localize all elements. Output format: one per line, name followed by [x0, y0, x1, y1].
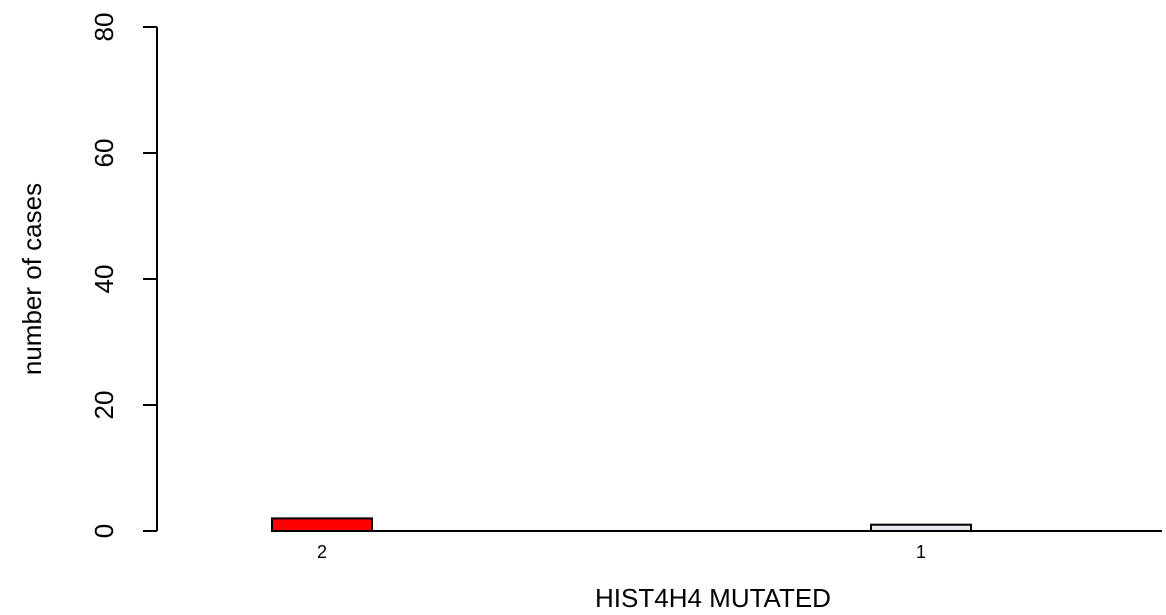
- y-axis-ticks: 0 20 40 60 80: [89, 13, 157, 538]
- bar-2: [271, 517, 373, 533]
- y-tick-label: 60: [89, 139, 119, 168]
- category-label: 1: [916, 542, 926, 562]
- category-label: 2: [317, 542, 327, 562]
- bar-1: [870, 523, 972, 533]
- bars: [271, 517, 972, 533]
- y-tick-label: 0: [89, 524, 119, 538]
- y-tick-label: 40: [89, 265, 119, 294]
- y-tick-label: 80: [89, 13, 119, 42]
- y-axis-title: number of cases: [17, 183, 47, 375]
- y-tick-label: 20: [89, 391, 119, 420]
- x-axis-title: HIST4H4 MUTATED: [595, 583, 831, 613]
